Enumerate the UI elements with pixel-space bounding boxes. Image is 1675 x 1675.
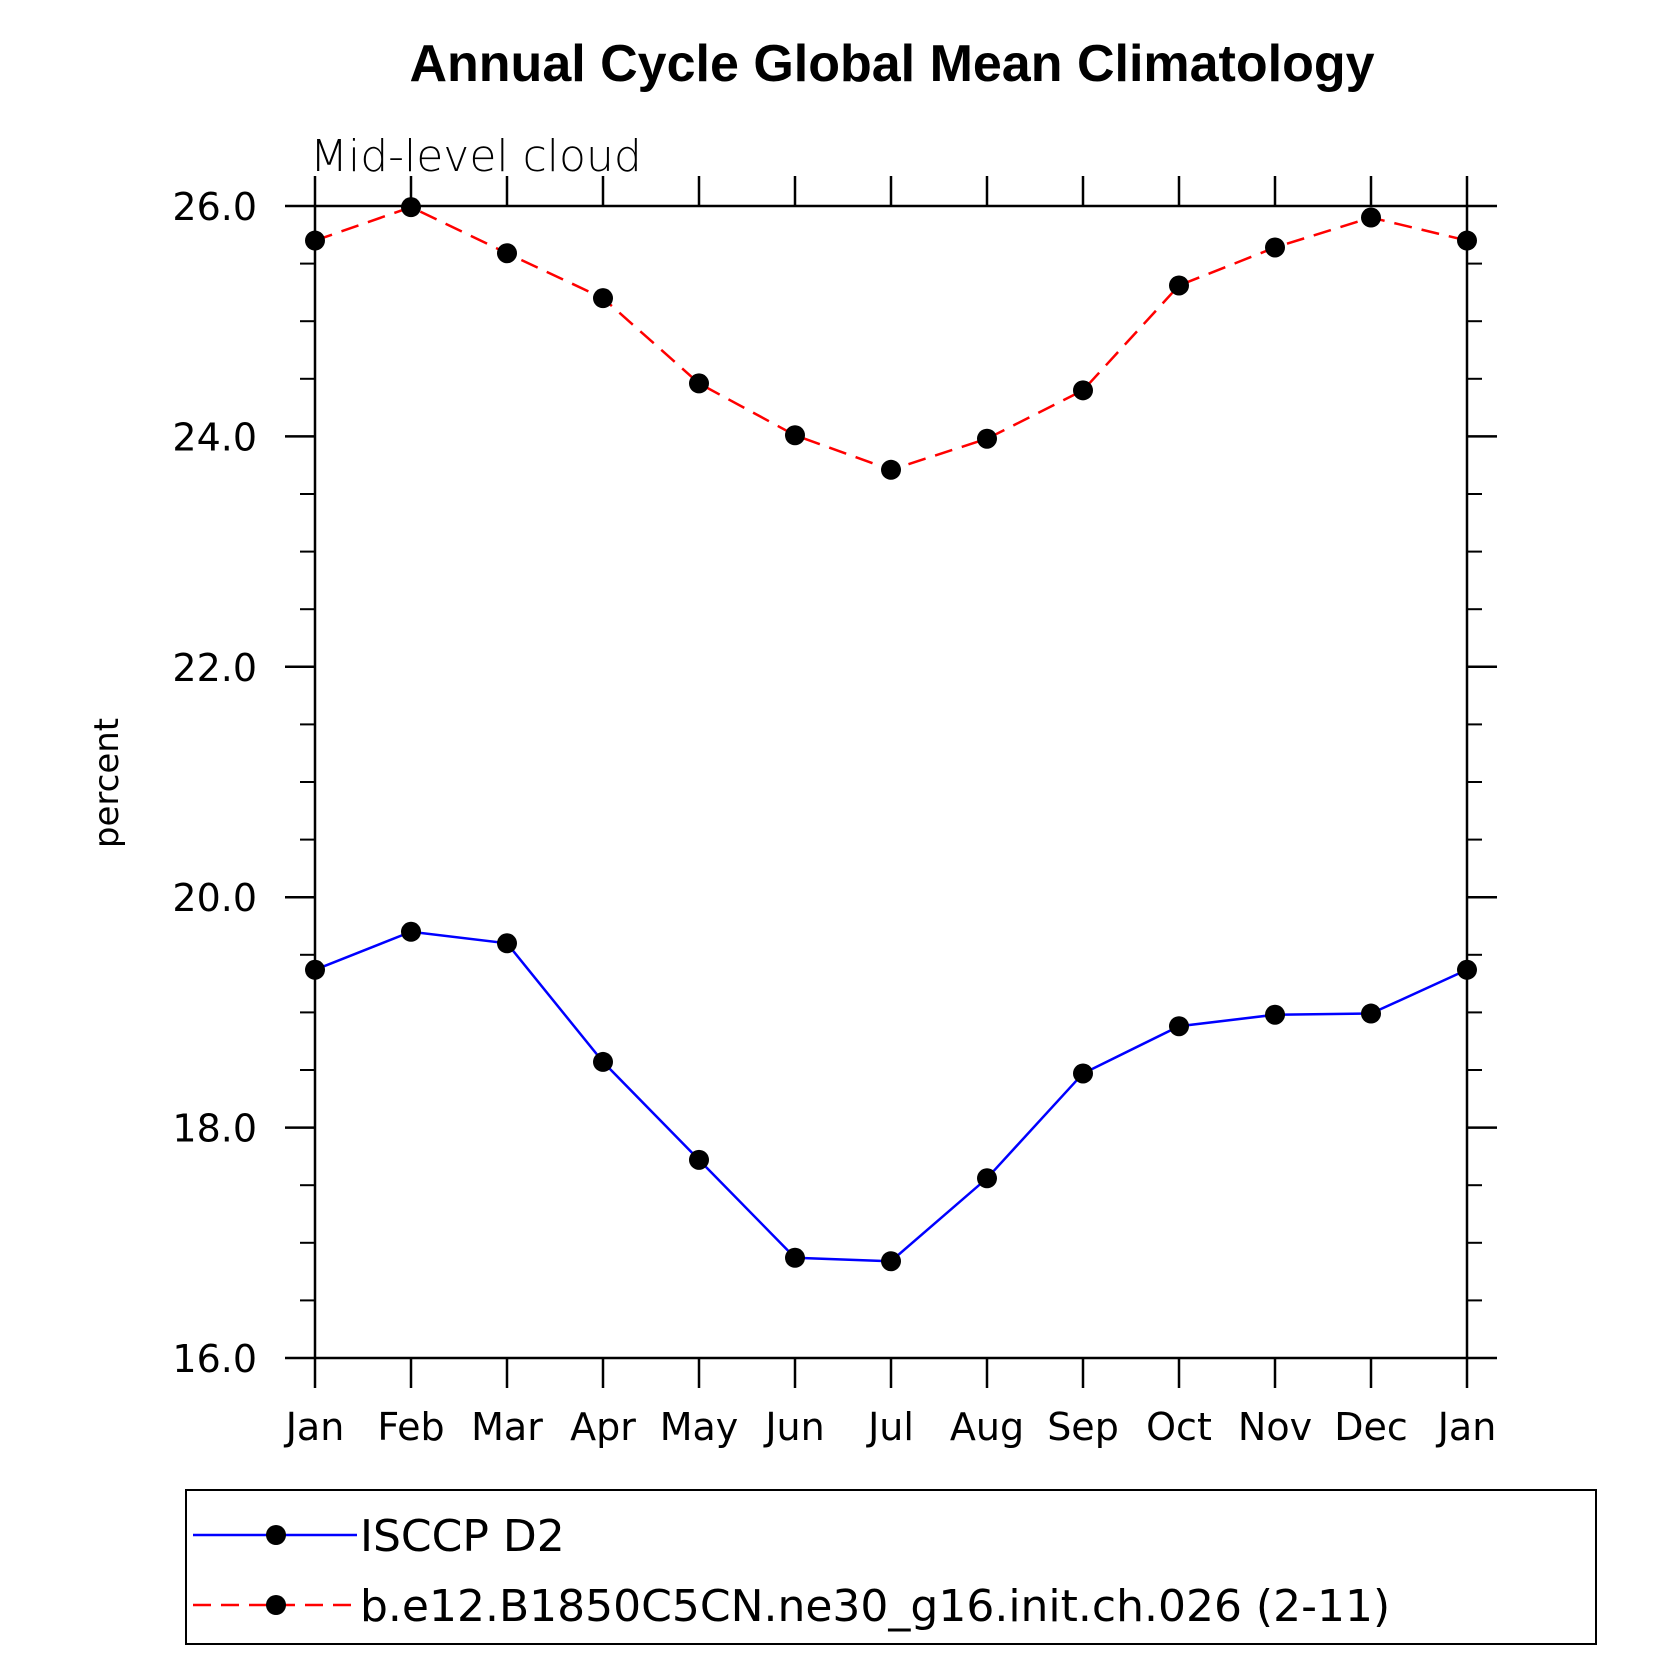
data-point xyxy=(1073,1063,1093,1084)
data-point xyxy=(977,1168,997,1189)
y-tick-label: 22.0 xyxy=(172,646,257,690)
data-point xyxy=(977,428,997,449)
x-tick-label: Oct xyxy=(1146,1405,1212,1449)
data-point xyxy=(1169,275,1189,296)
x-tick-label: Jan xyxy=(284,1405,345,1449)
x-tick-label: May xyxy=(660,1405,739,1449)
data-point xyxy=(881,1251,901,1272)
data-point xyxy=(401,921,421,942)
series-2 xyxy=(305,197,1477,480)
chart-subtitle: Mid-level cloud xyxy=(310,131,642,182)
series-1 xyxy=(305,921,1477,1272)
data-point xyxy=(1265,1004,1285,1025)
x-tick-label: Sep xyxy=(1047,1405,1119,1449)
x-tick-label: Feb xyxy=(377,1405,444,1449)
legend-marker xyxy=(266,1595,286,1615)
x-tick-label: Mar xyxy=(471,1405,543,1449)
data-point xyxy=(1169,1016,1189,1037)
x-tick-label: Aug xyxy=(950,1405,1024,1449)
data-point xyxy=(1457,959,1477,980)
legend: ISCCP D2 b.e12.B1850C5CN.ne30_g16.init.ch… xyxy=(185,1489,1597,1645)
y-tick-label: 18.0 xyxy=(172,1107,257,1151)
data-point xyxy=(305,230,325,251)
data-point xyxy=(593,288,613,309)
data-point xyxy=(497,933,517,954)
x-tick-label: Apr xyxy=(570,1405,636,1449)
data-point xyxy=(689,373,709,394)
legend-label: b.e12.B1850C5CN.ne30_g16.init.ch.026 (2-… xyxy=(360,1581,1390,1632)
data-point xyxy=(785,425,805,446)
data-point xyxy=(689,1149,709,1170)
data-point xyxy=(1361,1003,1381,1024)
series-layer xyxy=(305,197,1477,1272)
chart-title: Annual Cycle Global Mean Climatology xyxy=(409,35,1374,93)
data-point xyxy=(305,959,325,980)
y-tick-label: 26.0 xyxy=(172,185,257,229)
data-point xyxy=(1457,230,1477,251)
data-point xyxy=(1073,380,1093,401)
y-tick-label: 24.0 xyxy=(172,415,257,459)
axis-ticks xyxy=(285,176,1497,1388)
plot-frame xyxy=(313,204,1469,1360)
legend-box xyxy=(185,1489,1597,1645)
data-point xyxy=(497,243,517,264)
y-tick-label: 20.0 xyxy=(172,876,257,920)
data-point xyxy=(401,197,421,218)
x-tick-label: Dec xyxy=(1334,1405,1408,1449)
y-tick-label: 16.0 xyxy=(172,1337,257,1381)
y-axis-label: percent xyxy=(87,718,127,848)
x-tick-label: Jun xyxy=(763,1405,824,1449)
x-tick-label: Nov xyxy=(1238,1405,1312,1449)
series-line xyxy=(314,205,1468,472)
legend-label: ISCCP D2 xyxy=(360,1511,565,1562)
data-point xyxy=(881,459,901,480)
data-point xyxy=(1361,207,1381,228)
data-point xyxy=(1265,237,1285,258)
data-point xyxy=(785,1247,805,1268)
data-point xyxy=(593,1051,613,1072)
legend-marker xyxy=(266,1525,286,1545)
x-tick-label: Jan xyxy=(1436,1405,1497,1449)
series-line xyxy=(314,930,1468,1263)
x-tick-label: Jul xyxy=(866,1405,914,1449)
tick-labels: Jan Feb Mar Apr May Jun Jul Aug Sep Oct Nov Dec Jan 1… xyxy=(172,185,1496,1449)
